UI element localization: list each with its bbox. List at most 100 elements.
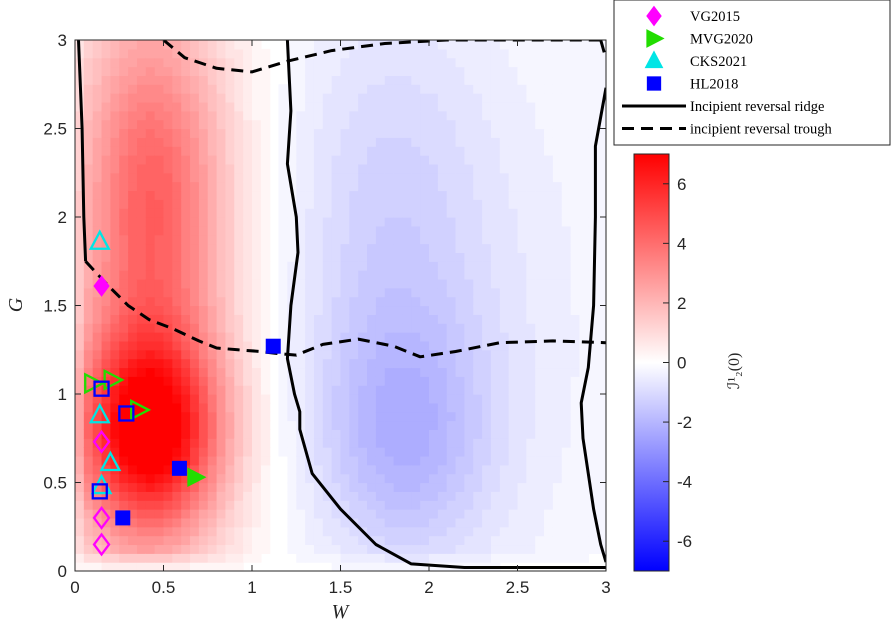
heatmap-cell [508,137,519,147]
heatmap-cell [464,340,474,351]
heatmap-cell [482,252,492,262]
heatmap-cell [83,172,94,183]
heatmap-cell [252,349,262,360]
heatmap-cell [216,137,227,147]
heatmap-cell [296,208,306,218]
heatmap-cell [508,57,519,68]
heatmap-cell [482,270,492,280]
heatmap-cell [526,93,536,103]
heatmap-cell [252,101,262,112]
heatmap-cell [207,314,218,324]
heatmap-cell [437,429,448,439]
heatmap-cell [367,394,377,404]
heatmap-cell [287,137,297,147]
heatmap-cell [499,217,510,227]
heatmap-cell [544,84,554,94]
heatmap-cell [464,553,474,563]
heatmap-cell [243,438,253,448]
heatmap-cell [429,420,439,430]
heatmap-cell [420,137,430,147]
heatmap-cell [313,146,324,156]
heatmap-cell [190,146,200,156]
heatmap-cell [402,217,412,227]
heatmap-cell [234,517,244,528]
heatmap-cell [420,163,430,174]
heatmap-cell [136,261,147,271]
heatmap-cell [526,482,536,492]
heatmap-cell [490,509,501,519]
heatmap-cell [464,491,474,501]
heatmap-cell [296,181,306,192]
heatmap-cell [119,181,129,192]
heatmap-cell [145,243,156,253]
heatmap-cell [75,323,85,333]
heatmap-cell [190,332,200,342]
heatmap-cell [234,234,244,245]
heatmap-cell [128,48,138,59]
heatmap-cell [110,278,120,289]
heatmap-cell [190,314,200,324]
heatmap-cell [570,367,581,377]
heatmap-cell [384,332,395,342]
heatmap-cell [464,208,474,218]
heatmap-cell [473,332,483,342]
heatmap-cell [358,323,368,333]
heatmap-cell [375,110,386,121]
heatmap-cell [154,119,165,130]
x-tick-label: 2.5 [506,578,530,597]
heatmap-cell [535,261,545,271]
heatmap-cell [402,402,412,413]
heatmap-cell [490,155,501,165]
heatmap-cell [552,217,563,227]
heatmap-cell [340,305,350,315]
heatmap-cell [260,517,271,528]
heatmap-cell [508,385,519,395]
heatmap-cell [508,155,519,165]
heatmap-cell [207,101,218,112]
heatmap-cell [517,544,527,554]
heatmap-cell [579,84,589,94]
heatmap-cell [508,66,519,76]
heatmap-cell [358,447,368,457]
heatmap-cell [252,509,262,519]
heatmap-cell [526,172,536,183]
heatmap-cell [110,93,120,103]
heatmap-cell [358,172,368,183]
heatmap-cell [490,234,501,245]
heatmap-cell [526,429,536,439]
heatmap-cell [490,394,501,404]
heatmap-cell [340,332,350,342]
heatmap-cell [340,225,350,236]
heatmap-cell [375,535,386,546]
heatmap-cell [411,323,421,333]
heatmap-cell [163,562,173,571]
heatmap-cell [181,199,191,209]
heatmap-cell [101,84,111,94]
heatmap-cell [473,429,483,439]
heatmap-cell [508,367,519,377]
heatmap-cell [473,199,483,209]
heatmap-cell [490,340,501,351]
heatmap-cell [499,296,510,307]
heatmap-cell [207,278,218,289]
heatmap-cell [145,155,156,165]
heatmap-cell [358,93,368,103]
heatmap-cell [517,402,527,413]
heatmap-cell [358,110,368,121]
heatmap-cell [349,314,359,324]
heatmap-cell [375,208,386,218]
heatmap-cell [243,208,253,218]
heatmap-cell [402,146,412,156]
heatmap-cell [375,190,386,200]
heatmap-cell [535,367,545,377]
heatmap-cell [119,544,129,554]
heatmap-cell [420,270,430,280]
heatmap-cell [517,40,527,50]
heatmap-cell [393,500,404,510]
heatmap-cell [340,48,350,59]
heatmap-cell [579,243,589,253]
heatmap-cell [198,208,209,218]
heatmap-cell [517,394,527,404]
heatmap-cell [490,208,501,218]
heatmap-cell [446,305,457,315]
